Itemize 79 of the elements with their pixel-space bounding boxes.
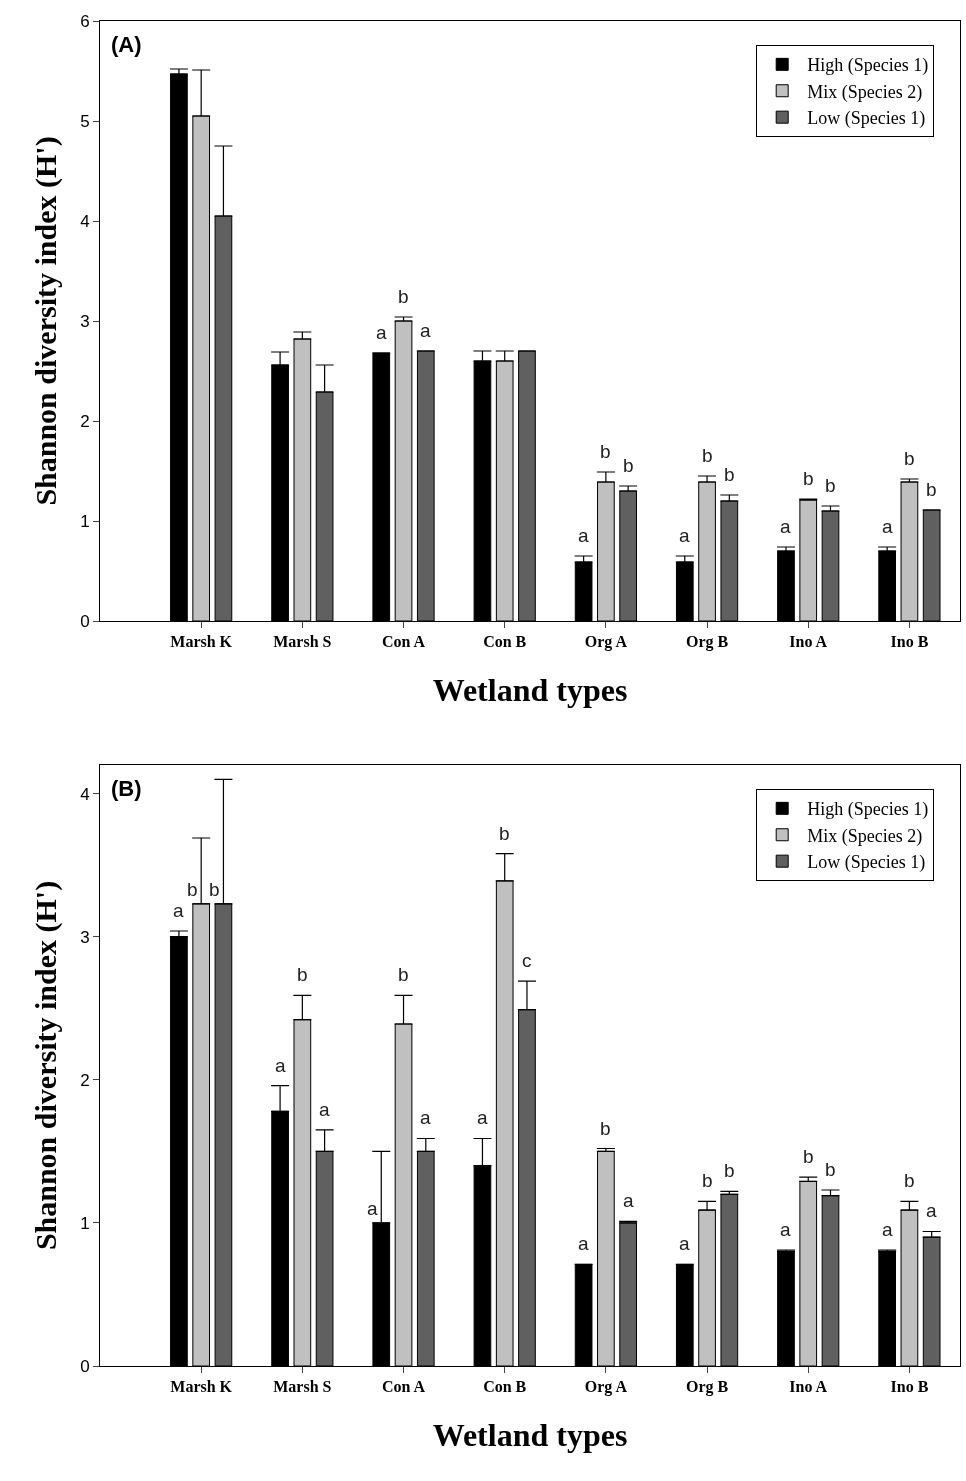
data-label: a [780, 516, 791, 537]
data-label: b [398, 964, 409, 985]
y-tick-label: 6 [80, 11, 90, 31]
data-label: b [702, 445, 713, 466]
data-label: a [882, 516, 893, 537]
data-label: b [803, 1146, 814, 1167]
x-tick-label: Con B [483, 633, 527, 651]
y-axis-title: Shannon diversity index (H') [29, 880, 64, 1251]
x-tick-label: Marsh S [273, 1378, 332, 1396]
data-label: b [926, 479, 937, 500]
y-tick-label: 4 [80, 784, 90, 804]
data-label: a [882, 1219, 893, 1240]
y-tick-label: 0 [80, 611, 90, 631]
data-label: b [724, 464, 735, 485]
data-label: b [187, 879, 198, 900]
y-tick-label: 3 [80, 311, 90, 331]
data-label: b [499, 823, 510, 844]
text: (B) [111, 776, 142, 801]
data-label: a [780, 1219, 791, 1240]
x-tick-label: Con A [381, 633, 426, 651]
x-tick-label: Org B [685, 633, 729, 652]
data-label: b [623, 455, 634, 476]
data-label: a [173, 900, 184, 921]
data-label: b [724, 1160, 735, 1181]
x-tick-label: Ino B [890, 633, 929, 651]
data-label: b [904, 1170, 915, 1191]
data-label: b [825, 1159, 836, 1180]
data-label: b [803, 468, 814, 489]
x-tick-label: Ino A [789, 633, 828, 651]
x-tick-label: Ino A [789, 1378, 828, 1396]
data-label: b [398, 286, 409, 307]
y-tick-label: 1 [80, 1213, 90, 1233]
data-label: b [297, 964, 308, 985]
data-label: c [522, 950, 532, 971]
data-label: a [578, 1233, 589, 1254]
x-tick-label: Con A [381, 1378, 426, 1396]
x-tick-label: Marsh S [273, 633, 332, 651]
x-tick-label: Marsh K [170, 1378, 233, 1396]
data-label: a [376, 322, 387, 343]
data-label: a [420, 1107, 431, 1128]
data-label: a [420, 320, 431, 341]
legend-label: High (Species 1) [807, 55, 929, 77]
y-tick-label: 1 [80, 511, 90, 531]
y-tick-label: 4 [80, 211, 90, 231]
x-axis-title: Wetland types [432, 672, 628, 709]
data-label: a [477, 1107, 488, 1128]
legend-label: High (Species 1) [807, 799, 929, 821]
x-axis-title: Wetland types [432, 1417, 628, 1454]
x-tick-label: Marsh K [170, 633, 233, 651]
y-tick-label: 5 [80, 111, 90, 131]
y-tick-label: 2 [80, 411, 90, 431]
x-tick-label: Org B [685, 1378, 729, 1397]
data-label: a [623, 1190, 634, 1211]
data-label: b [209, 879, 220, 900]
y-tick-label: 0 [80, 1356, 90, 1376]
x-tick-label: Org A [584, 1378, 628, 1397]
x-tick-label: Ino B [890, 1378, 929, 1396]
data-label: a [275, 1055, 286, 1076]
text: (A) [111, 32, 142, 57]
data-label: a [367, 1198, 378, 1219]
legend-label: Mix (Species 2) [807, 81, 923, 103]
data-label: b [904, 448, 915, 469]
data-label: b [600, 1118, 611, 1139]
data-label: a [319, 1099, 330, 1120]
data-label: a [926, 1200, 937, 1221]
data-label: a [578, 525, 589, 546]
data-label: a [679, 1233, 690, 1254]
y-tick-label: 2 [80, 1070, 90, 1090]
y-tick-label: 3 [80, 927, 90, 947]
x-tick-label: Con B [483, 1378, 527, 1396]
data-label: b [600, 441, 611, 462]
legend-label: Mix (Species 2) [807, 825, 923, 847]
x-tick-label: Org A [584, 633, 628, 652]
data-label: b [702, 1170, 713, 1191]
legend-label: Low (Species 1) [807, 108, 926, 130]
data-label: b [825, 475, 836, 496]
data-label: a [679, 525, 690, 546]
legend-label: Low (Species 1) [807, 852, 926, 874]
y-axis-title: Shannon diversity index (H') [29, 136, 64, 506]
